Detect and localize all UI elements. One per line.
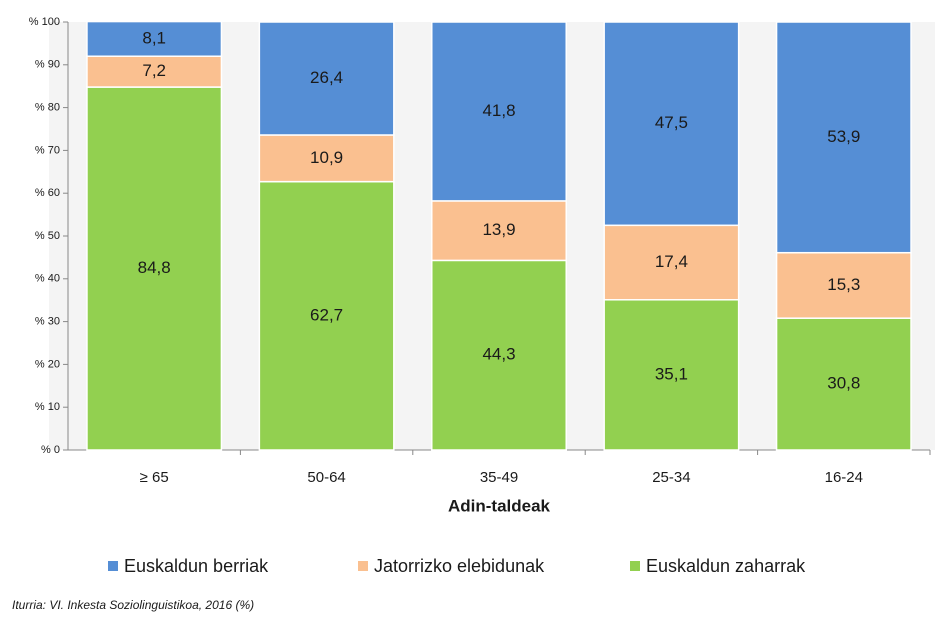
value-label: 41,8 — [482, 101, 515, 120]
bar-segment — [431, 259, 567, 451]
value-label: 35,1 — [655, 364, 688, 383]
bar-segment — [258, 21, 395, 136]
y-tick-label: % 100 — [29, 16, 60, 28]
x-axis-title: Adin-taldeak — [448, 496, 551, 515]
value-label: 30,8 — [827, 374, 860, 393]
plot-band — [738, 22, 777, 450]
y-tick-label: % 70 — [35, 144, 60, 156]
y-tick-label: % 90 — [35, 59, 60, 71]
source-note: Iturria: VI. Inkesta Soziolinguistikoa, … — [12, 598, 254, 612]
bar-segment — [431, 200, 567, 262]
x-tick-label: ≥ 65 — [140, 469, 169, 486]
value-label: 8,1 — [142, 28, 166, 47]
bar-segment — [775, 21, 912, 254]
y-tick-label: % 30 — [35, 316, 60, 328]
bar-segment — [86, 55, 223, 88]
x-tick-label: 16-24 — [825, 469, 863, 486]
y-tick-label: % 60 — [35, 187, 60, 199]
plot-band — [911, 22, 935, 450]
legend-label: Euskaldun berriak — [124, 556, 269, 576]
bar-segment — [775, 251, 912, 319]
bar-segment — [258, 134, 395, 183]
y-tick-label: % 40 — [35, 273, 60, 285]
bar-segment — [86, 20, 223, 57]
y-tick-label: % 20 — [35, 358, 60, 370]
legend-swatch — [630, 561, 640, 571]
bar-segment — [603, 21, 740, 227]
bar-segment — [431, 21, 567, 202]
value-label: 44,3 — [482, 345, 515, 364]
value-label: 7,2 — [142, 61, 166, 80]
plot-band — [566, 22, 605, 450]
value-label: 17,4 — [655, 252, 688, 271]
plot-band — [393, 22, 432, 450]
y-tick-label: % 80 — [35, 102, 60, 114]
legend-swatch — [108, 561, 118, 571]
value-label: 62,7 — [310, 305, 343, 324]
value-label: 13,9 — [482, 220, 515, 239]
y-tick-label: % 50 — [35, 230, 60, 242]
y-tick-label: % 0 — [41, 444, 60, 456]
bar-segment — [603, 299, 740, 451]
value-label: 26,4 — [310, 68, 343, 87]
value-label: 84,8 — [138, 258, 171, 277]
value-label: 53,9 — [827, 127, 860, 146]
y-tick-label: % 10 — [35, 401, 60, 413]
bar-segment — [603, 224, 740, 301]
x-tick-label: 35-49 — [480, 469, 518, 486]
legend-swatch — [358, 561, 368, 571]
value-label: 15,3 — [827, 275, 860, 294]
legend-label: Euskaldun zaharrak — [646, 556, 806, 576]
plot-band — [221, 22, 260, 450]
x-tick-label: 50-64 — [307, 469, 345, 486]
value-label: 47,5 — [655, 113, 688, 132]
bar-segment — [86, 86, 223, 451]
legend-label: Jatorrizko elebidunak — [374, 556, 545, 576]
bar-segment — [258, 180, 395, 451]
x-tick-label: 25-34 — [652, 469, 690, 486]
value-label: 10,9 — [310, 148, 343, 167]
